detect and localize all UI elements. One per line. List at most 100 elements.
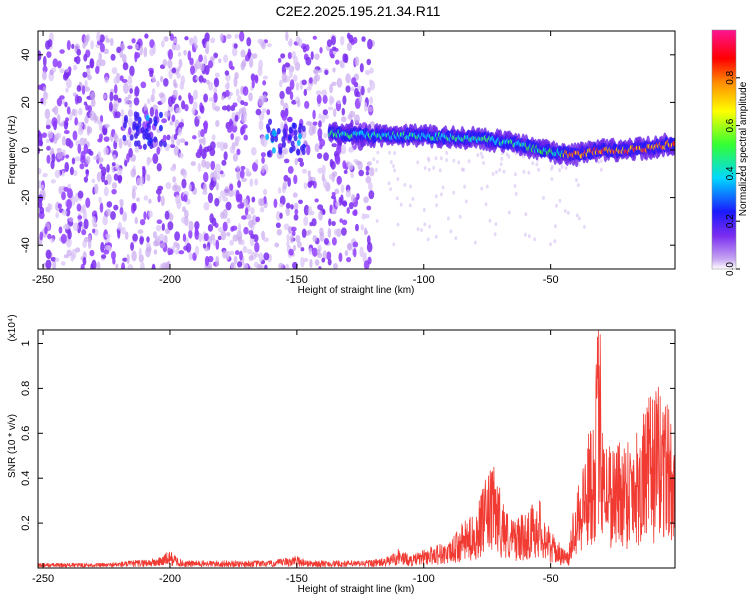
heatmap-cell: [219, 141, 225, 152]
heatmap-cell: [144, 33, 149, 39]
heatmap-cell: [128, 74, 133, 79]
heatmap-cell: [72, 92, 77, 97]
heatmap-cell: [254, 241, 260, 253]
heatmap-cell: [554, 224, 557, 229]
heatmap-cell: [445, 150, 449, 155]
y-tick-label: -40: [20, 237, 32, 253]
heatmap-cell: [56, 97, 63, 107]
heatmap-cell: [47, 202, 51, 213]
heatmap-cell: [162, 134, 167, 143]
heatmap-cell: [65, 78, 72, 89]
heatmap-cell: [42, 55, 47, 67]
heatmap-blob: [158, 140, 163, 147]
heatmap-cell: [244, 207, 249, 216]
heatmap-cell: [176, 198, 182, 210]
heatmap-cell: [55, 212, 59, 219]
heatmap-cell: [214, 197, 220, 207]
heatmap-cell: [333, 108, 337, 118]
heatmap-cell: [339, 218, 343, 223]
heatmap-cell: [87, 126, 93, 134]
heatmap-cell: [179, 82, 185, 90]
heatmap-cell: [537, 167, 541, 172]
snr-y-ticks: 0.2 0.4 0.6 0.8 1: [20, 340, 675, 531]
heatmap-cell: [434, 194, 438, 199]
heatmap-cell: [77, 143, 82, 154]
heatmap-cell: [215, 119, 220, 127]
heatmap-cell: [240, 100, 245, 106]
heatmap-cell: [219, 170, 224, 175]
heatmap-cell: [245, 167, 250, 177]
heatmap-blob: [158, 124, 163, 132]
heatmap-cell: [122, 62, 129, 71]
heatmap-cell: [134, 43, 139, 50]
heatmap-cell: [326, 39, 333, 48]
heatmap-cell: [104, 179, 108, 186]
heatmap-cell: [488, 218, 492, 223]
heatmap-cell: [203, 120, 209, 131]
heatmap-cell: [54, 169, 61, 179]
heatmap-cell: [350, 171, 354, 179]
heatmap-cell: [261, 156, 265, 164]
heatmap-blob: [301, 125, 306, 132]
heatmap-cell: [210, 37, 216, 44]
heatmap-cell: [121, 53, 127, 63]
heatmap-cell: [328, 218, 332, 227]
spectrogram-x-axis-label: Height of straight line (km): [298, 285, 415, 296]
heatmap-cell: [190, 161, 196, 167]
heatmap-blob: [287, 134, 292, 142]
heatmap-blob: [266, 150, 271, 158]
heatmap-cell: [294, 157, 298, 166]
heatmap-cell: [214, 105, 221, 112]
heatmap-cell: [549, 242, 552, 247]
heatmap-cell: [250, 147, 257, 156]
heatmap-cell: [292, 261, 298, 269]
heatmap-cell: [121, 226, 126, 235]
heatmap-cell: [237, 222, 242, 233]
heatmap-cell: [366, 241, 373, 253]
heatmap-blob: [282, 128, 287, 135]
heatmap-cell: [243, 226, 249, 235]
heatmap-cell: [237, 180, 242, 188]
snr-panel: -250 -200 -150 -100 -50 0.2 0.4 0.6 0.8 1 Height…: [7, 314, 676, 595]
heatmap-blob: [270, 135, 275, 143]
heatmap-blob: [148, 117, 153, 125]
heatmap-cell: [184, 141, 189, 146]
heatmap-cell: [132, 202, 137, 212]
heatmap-cell: [210, 160, 216, 171]
heatmap-cell: [369, 167, 375, 177]
heatmap-cell: [83, 53, 88, 62]
heatmap-cell: [236, 165, 240, 170]
heatmap-cell: [118, 138, 123, 149]
heatmap-cell: [120, 108, 125, 118]
heatmap-cell: [482, 161, 485, 166]
heatmap-cell: [124, 159, 128, 167]
heatmap-cell: [181, 178, 187, 189]
heatmap-cell: [168, 213, 174, 221]
heatmap-cell: [50, 238, 55, 243]
heatmap-cell: [102, 128, 108, 136]
heatmap-cell: [139, 236, 144, 245]
heatmap-cell: [500, 156, 504, 161]
heatmap-cell: [66, 249, 72, 257]
heatmap-cell: [63, 129, 70, 135]
heatmap-cell: [209, 182, 214, 191]
heatmap-cell: [103, 94, 107, 100]
heatmap-cell: [342, 160, 347, 169]
colorbar-tick-label: 0.8: [725, 70, 736, 84]
heatmap-blob: [265, 133, 270, 141]
heatmap-cell: [203, 171, 209, 183]
heatmap-blob: [296, 148, 301, 155]
heatmap-cell: [347, 162, 354, 171]
heatmap-cell: [66, 198, 73, 210]
heatmap-cell: [78, 221, 83, 227]
heatmap-cell: [452, 158, 456, 163]
heatmap-cell: [223, 151, 228, 161]
heatmap-cell: [332, 67, 336, 73]
heatmap-cell: [42, 86, 47, 93]
heatmap-cell: [322, 250, 328, 260]
heatmap-cell: [168, 248, 174, 255]
heatmap-cell: [374, 167, 378, 172]
heatmap-cell: [173, 37, 178, 44]
heatmap-cell: [171, 67, 177, 74]
heatmap-cell: [158, 233, 165, 242]
